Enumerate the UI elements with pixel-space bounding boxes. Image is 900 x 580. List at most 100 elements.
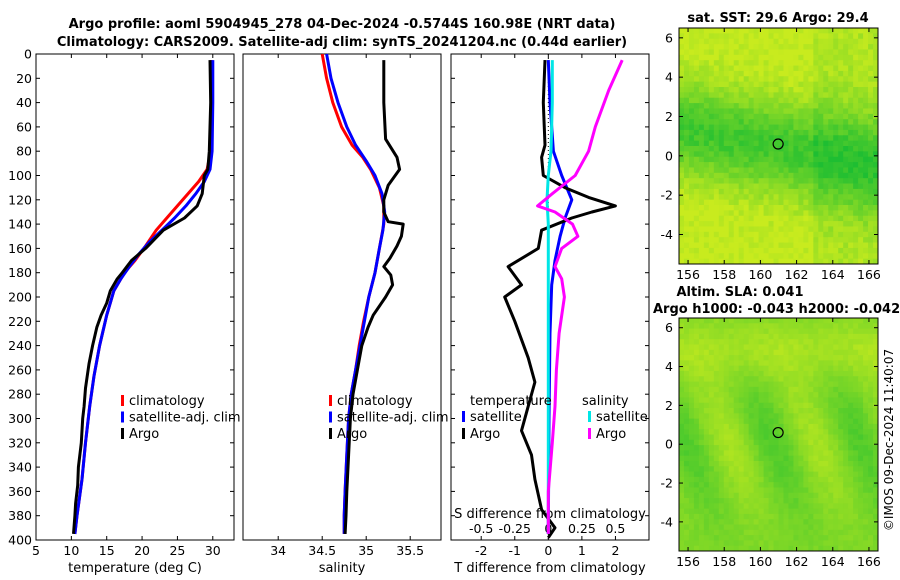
map-cell bbox=[748, 156, 755, 163]
map-cell bbox=[818, 487, 824, 494]
map-cell bbox=[808, 545, 814, 552]
map-cell bbox=[679, 65, 685, 72]
map-cell bbox=[823, 188, 829, 195]
map-cell bbox=[828, 408, 834, 414]
map-cell bbox=[838, 323, 844, 329]
map-cell bbox=[738, 119, 745, 125]
map-cell bbox=[863, 328, 869, 335]
map-cell bbox=[783, 87, 789, 93]
map-cell bbox=[833, 226, 839, 233]
map-cell bbox=[793, 355, 799, 361]
map-cell bbox=[798, 215, 804, 222]
map-cell bbox=[698, 487, 705, 494]
map-cell bbox=[793, 38, 799, 45]
map-cell bbox=[873, 360, 879, 367]
map-cell bbox=[818, 498, 824, 504]
map-cell bbox=[838, 397, 844, 404]
map-cell bbox=[753, 386, 760, 393]
map-cell bbox=[703, 49, 710, 56]
map-cell bbox=[843, 529, 849, 536]
map-cell bbox=[703, 194, 710, 201]
map-cell bbox=[868, 108, 874, 115]
map-cell bbox=[748, 194, 755, 201]
map-cell bbox=[698, 162, 705, 168]
map-cell bbox=[738, 140, 745, 147]
map-cell bbox=[843, 258, 849, 265]
map-cell bbox=[713, 529, 720, 536]
map-cell bbox=[853, 360, 859, 367]
legend-swatch bbox=[588, 411, 591, 422]
map-cell bbox=[793, 381, 799, 388]
map-cell bbox=[683, 344, 690, 351]
map-cell bbox=[793, 231, 799, 238]
map-cell bbox=[728, 397, 735, 404]
map-cell bbox=[778, 466, 784, 472]
map-cell bbox=[679, 392, 685, 398]
map-cell bbox=[733, 38, 740, 45]
map-cell bbox=[698, 402, 705, 409]
map-cell bbox=[679, 226, 685, 233]
map-cell bbox=[838, 231, 844, 238]
y-tick-label: 140 bbox=[8, 217, 32, 232]
map-cell bbox=[798, 87, 804, 93]
map-cell bbox=[773, 81, 779, 88]
legend-swatch bbox=[121, 411, 124, 423]
map-cell bbox=[848, 323, 854, 329]
map-cell bbox=[688, 205, 695, 211]
map-cell bbox=[683, 519, 690, 525]
map-cell bbox=[788, 344, 794, 351]
map-cell bbox=[823, 445, 829, 451]
map-cell bbox=[688, 188, 695, 195]
map-cell bbox=[803, 60, 809, 66]
map-cell bbox=[828, 376, 834, 382]
map-cell bbox=[738, 524, 745, 531]
map-cell bbox=[798, 434, 804, 441]
map-cell bbox=[778, 92, 784, 99]
map-cell bbox=[748, 231, 755, 238]
map-cell bbox=[723, 172, 730, 179]
map-cell bbox=[818, 503, 824, 510]
map-cell bbox=[698, 210, 705, 217]
map-cell bbox=[679, 529, 685, 536]
map-cell bbox=[768, 194, 774, 201]
y-tick-label: 360 bbox=[8, 484, 32, 499]
map-cell bbox=[793, 226, 799, 233]
map-cell bbox=[833, 339, 839, 345]
map-cell bbox=[758, 253, 764, 260]
map-cell bbox=[718, 376, 725, 382]
map-cell bbox=[818, 178, 824, 184]
map-cell bbox=[753, 445, 760, 451]
map-cell bbox=[723, 503, 730, 510]
map-cell bbox=[738, 413, 745, 420]
map-cell bbox=[763, 178, 769, 184]
map-cell bbox=[758, 146, 764, 152]
map-cell bbox=[818, 413, 824, 420]
map-cell bbox=[808, 81, 814, 88]
map-cell bbox=[738, 519, 745, 525]
map-cell bbox=[683, 408, 690, 414]
map-cell bbox=[803, 70, 809, 77]
map-cell bbox=[853, 92, 859, 99]
map-cell bbox=[788, 492, 794, 499]
map-cell bbox=[808, 513, 814, 520]
map-cell bbox=[748, 434, 755, 441]
map-cell bbox=[708, 386, 715, 393]
x-tick-label: 30 bbox=[205, 543, 221, 558]
map-cell bbox=[768, 76, 774, 83]
map-cell bbox=[813, 370, 819, 377]
map-cell bbox=[853, 76, 859, 83]
map-cell bbox=[828, 167, 834, 174]
map-cell bbox=[718, 487, 725, 494]
map-cell bbox=[703, 172, 710, 179]
map-cell bbox=[773, 215, 779, 222]
map-cell bbox=[743, 38, 750, 45]
map-cell bbox=[813, 97, 819, 104]
map-cell bbox=[738, 33, 745, 40]
map-cell bbox=[708, 460, 715, 467]
map-cell bbox=[873, 392, 879, 398]
map-cell bbox=[738, 28, 745, 34]
map-cell bbox=[728, 370, 735, 377]
map-cell bbox=[833, 194, 839, 201]
map-cell bbox=[693, 381, 700, 388]
map-cell bbox=[738, 92, 745, 99]
